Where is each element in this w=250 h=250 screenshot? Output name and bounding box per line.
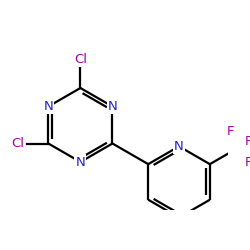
Text: Cl: Cl (12, 137, 24, 150)
Text: N: N (174, 140, 184, 153)
Text: N: N (44, 100, 53, 113)
Text: F: F (245, 135, 250, 148)
Text: N: N (108, 100, 117, 113)
Text: F: F (227, 125, 234, 138)
Text: N: N (76, 156, 85, 168)
Text: Cl: Cl (74, 53, 87, 66)
Text: F: F (245, 156, 250, 169)
